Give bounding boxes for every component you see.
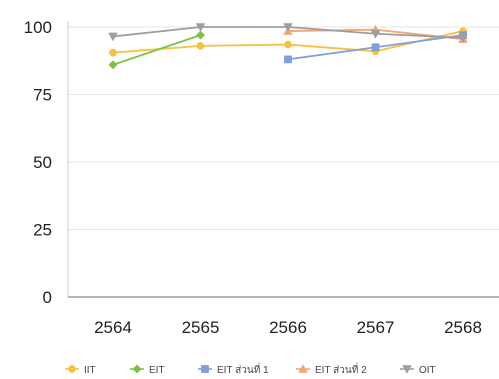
legend-label: EIT ส่วนที่ 1 — [217, 362, 269, 376]
data-point — [458, 34, 468, 43]
legend-label: IIT — [84, 365, 96, 376]
data-point — [195, 30, 206, 40]
legend-marker — [201, 365, 209, 373]
legend-item: EIT — [130, 364, 165, 376]
x-tick-label: 2568 — [444, 318, 482, 337]
data-point — [108, 60, 118, 70]
y-tick-label: 100 — [24, 18, 52, 37]
series-5-oit — [108, 23, 468, 43]
series-lines — [108, 23, 468, 70]
x-tick-label: 2567 — [357, 318, 395, 337]
series-1-iit — [109, 27, 467, 57]
legend-item: EIT ส่วนที่ 1 — [198, 362, 269, 376]
y-tick-label: 0 — [43, 288, 52, 307]
data-point — [284, 55, 292, 64]
legend-item: IIT — [65, 365, 96, 376]
data-point — [196, 42, 205, 50]
data-point — [371, 43, 380, 52]
legend-label: EIT — [149, 365, 165, 376]
data-point — [108, 32, 118, 42]
legend-item: OIT — [400, 365, 436, 376]
y-tick-label: 25 — [33, 221, 52, 240]
y-tick-label: 50 — [33, 153, 52, 172]
x-tick-label: 2566 — [269, 318, 307, 337]
data-point — [195, 23, 206, 32]
legend: IIT EIT EIT ส่วนที่ 1 EIT ส่วนที่ 2 OIT — [65, 362, 436, 376]
axes: 0 25 50 75 100 2564 2565 2566 2567 2568 — [24, 18, 499, 337]
legend-label: EIT ส่วนที่ 2 — [315, 362, 367, 376]
series-line — [112, 34, 201, 66]
legend-marker — [402, 365, 412, 374]
x-tick-label: 2564 — [94, 318, 132, 337]
legend-marker — [132, 364, 142, 374]
data-point — [370, 29, 381, 39]
x-tick-label: 2565 — [182, 318, 220, 337]
legend-marker — [298, 364, 308, 373]
legend-marker — [68, 365, 76, 373]
series-2-eit — [108, 30, 206, 70]
legend-item: EIT ส่วนที่ 2 — [296, 362, 367, 376]
legend-label: OIT — [419, 365, 436, 376]
y-tick-label: 75 — [33, 86, 52, 105]
data-point — [109, 48, 117, 57]
data-point — [284, 40, 292, 49]
data-point — [283, 23, 293, 32]
